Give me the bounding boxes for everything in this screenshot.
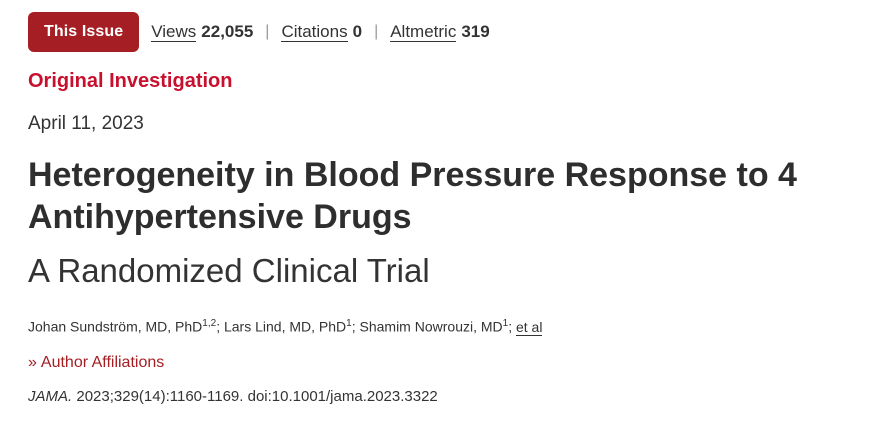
author-link[interactable]: Shamim Nowrouzi, MD — [359, 318, 503, 335]
journal-name: JAMA. — [28, 388, 73, 405]
affiliation-ref[interactable]: 1,2 — [202, 318, 217, 329]
affiliation-ref[interactable]: 1 — [502, 318, 509, 329]
article-type: Original Investigation — [28, 70, 233, 92]
views-metric[interactable]: Views 22,055 — [151, 22, 253, 42]
et-al-link[interactable]: et al — [515, 318, 543, 336]
citations-label[interactable]: Citations — [281, 21, 348, 42]
altmetric-label[interactable]: Altmetric — [390, 21, 457, 42]
metrics-bar: This Issue Views 22,055 | Citations 0 | … — [28, 12, 490, 52]
citation-details: 2023;329(14):1160-1169. doi:10.1001/jama… — [76, 388, 438, 405]
author-link[interactable]: Lars Lind, MD, PhD — [223, 318, 347, 335]
author-separator: ; — [351, 318, 360, 335]
metric-separator: | — [265, 23, 270, 40]
citations-metric[interactable]: Citations 0 — [281, 22, 362, 42]
article-title: Heterogeneity in Blood Pressure Response… — [28, 156, 797, 236]
author-link[interactable]: Johan Sundström, MD, PhD — [28, 318, 203, 335]
article-subtitle: A Randomized Clinical Trial — [28, 252, 430, 289]
views-label[interactable]: Views — [151, 21, 197, 42]
author-affiliations-toggle[interactable]: » Author Affiliations — [28, 354, 164, 372]
this-issue-button[interactable]: This Issue — [28, 12, 140, 52]
views-value: 22,055 — [201, 22, 254, 41]
double-chevron-right-icon: » — [28, 354, 37, 371]
author-separator: ; — [508, 318, 516, 335]
affiliation-ref[interactable]: 1 — [346, 318, 352, 329]
altmetric-metric[interactable]: Altmetric 319 — [390, 22, 490, 42]
author-affiliations-label: Author Affiliations — [40, 354, 165, 371]
author-list: Johan Sundström, MD, PhD1,2; Lars Lind, … — [28, 318, 543, 336]
metric-separator: | — [374, 23, 379, 40]
citation-line: JAMA. 2023;329(14):1160-1169. doi:10.100… — [28, 388, 438, 405]
author-separator: ; — [216, 318, 224, 335]
altmetric-value: 319 — [461, 22, 490, 41]
citations-value: 0 — [352, 22, 363, 41]
publication-date: April 11, 2023 — [28, 113, 144, 134]
